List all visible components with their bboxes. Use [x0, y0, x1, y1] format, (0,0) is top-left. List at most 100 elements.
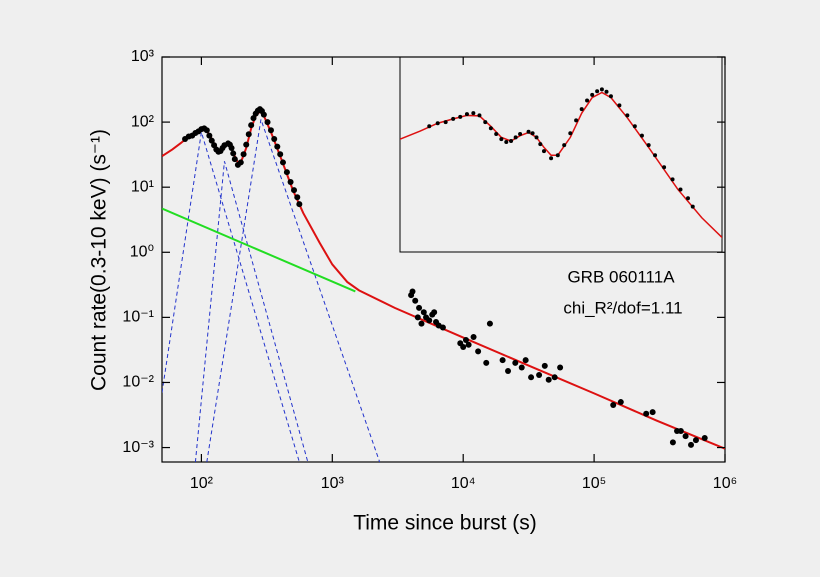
data-point	[494, 132, 499, 137]
data-point	[617, 399, 624, 406]
data-point	[555, 153, 560, 158]
data-point	[509, 139, 514, 144]
data-point	[296, 201, 303, 208]
plot-frame	[161, 56, 726, 463]
data-point	[585, 98, 590, 103]
data-point	[536, 372, 543, 379]
data-point	[274, 143, 281, 150]
data-point	[465, 341, 472, 348]
data-point	[240, 151, 247, 158]
data-point	[420, 309, 427, 316]
component-line	[194, 161, 309, 462]
data-point	[245, 131, 252, 138]
y-tick-label: 10³	[131, 48, 155, 65]
data-point	[662, 165, 667, 170]
data-point	[639, 133, 644, 138]
data-point	[646, 143, 651, 148]
data-point	[505, 368, 512, 375]
data-point	[669, 439, 676, 446]
data-point	[243, 141, 250, 148]
data-point	[471, 111, 476, 116]
data-point	[579, 107, 584, 112]
data-point	[557, 364, 564, 371]
data-point	[458, 114, 463, 119]
data-point	[427, 124, 432, 129]
data-point	[283, 169, 290, 176]
data-point	[530, 131, 535, 136]
y-tick-label: 10⁻³	[122, 439, 154, 456]
data-point	[470, 333, 477, 340]
data-point	[701, 435, 708, 442]
data-point	[688, 441, 695, 448]
data-point	[574, 118, 579, 123]
data-point	[608, 94, 613, 99]
data-point	[685, 196, 690, 201]
data-point	[250, 115, 257, 122]
component-line	[162, 132, 300, 462]
data-point	[203, 127, 210, 134]
data-point	[435, 121, 440, 126]
data-point	[599, 87, 604, 92]
x-tick-label: 10⁶	[713, 475, 737, 492]
data-point	[526, 129, 531, 134]
data-point	[518, 364, 525, 371]
data-point	[248, 122, 255, 129]
inset-plot	[400, 87, 722, 239]
x-tick-label: 10⁴	[451, 475, 476, 492]
x-tick-label: 10⁵	[582, 475, 606, 492]
data-point	[439, 324, 446, 331]
data-point	[625, 113, 630, 118]
data-point	[512, 359, 519, 366]
model-line	[162, 207, 356, 293]
data-point	[632, 124, 637, 129]
data-point	[653, 153, 658, 158]
data-point	[237, 159, 244, 166]
data-point	[499, 137, 504, 142]
data-point	[464, 112, 469, 117]
data-point	[562, 143, 567, 148]
data-point	[206, 132, 213, 139]
data-point	[486, 320, 493, 327]
data-point	[677, 427, 684, 434]
data-point	[264, 119, 271, 126]
data-point	[426, 317, 433, 324]
data-point	[590, 92, 595, 97]
data-point	[488, 126, 493, 131]
data-point	[230, 150, 237, 157]
data-point	[460, 344, 467, 351]
data-point	[643, 410, 650, 417]
data-point	[483, 359, 490, 366]
data-point	[534, 135, 539, 140]
y-tick-label: 10²	[131, 113, 155, 130]
data-point	[528, 374, 535, 381]
data-point	[414, 314, 421, 321]
data-point	[412, 297, 419, 304]
y-tick-label: 10⁻²	[122, 374, 154, 391]
x-tick-label: 10²	[190, 475, 214, 492]
data-point	[610, 402, 617, 409]
main-plot	[162, 106, 725, 462]
data-point	[518, 132, 523, 137]
data-point	[418, 320, 425, 327]
data-point	[595, 89, 600, 94]
axes: 10² 10³ 10⁴ 10⁵ 10⁶ 10⁻³ 10⁻² 10⁻¹ 10⁰ 10¹ 10² 10³	[122, 48, 737, 492]
y-tick-label: 10¹	[131, 178, 154, 195]
data-point	[649, 409, 656, 416]
data-point	[682, 433, 689, 440]
y-tick-label: 10⁰	[130, 243, 154, 260]
data-point	[291, 187, 298, 194]
data-point	[499, 357, 506, 364]
data-point	[443, 120, 448, 125]
data-point	[545, 376, 552, 383]
data-point	[409, 288, 416, 295]
data-point	[277, 151, 284, 158]
data-point	[416, 304, 423, 311]
data-point	[271, 135, 278, 142]
data-point	[604, 89, 609, 94]
data-point	[670, 177, 675, 182]
data-point	[522, 357, 529, 364]
data-point	[504, 140, 509, 145]
data-point	[551, 374, 558, 381]
